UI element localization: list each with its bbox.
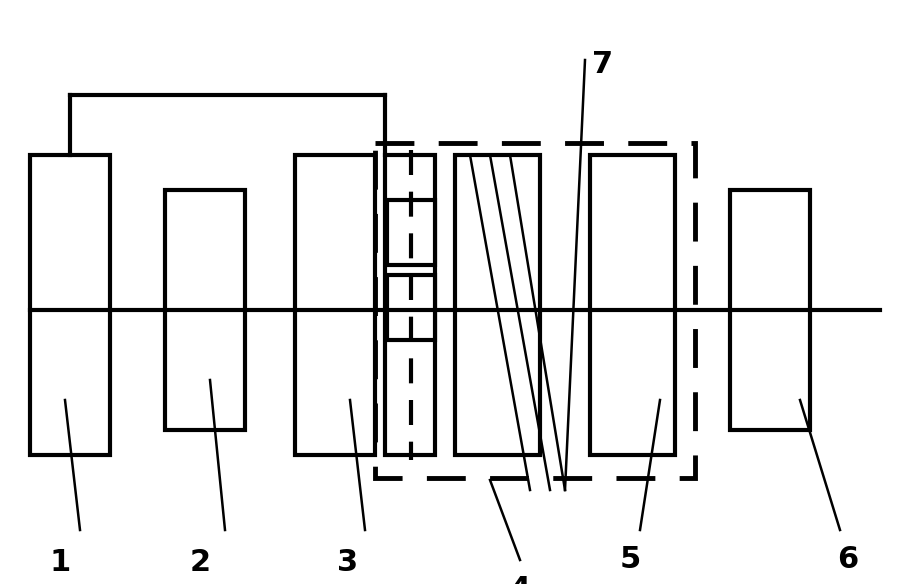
Bar	[385, 155, 435, 455]
Bar	[455, 155, 540, 455]
Bar	[387, 200, 435, 265]
Text: 5: 5	[620, 545, 641, 574]
Bar	[165, 190, 245, 430]
Bar	[387, 275, 435, 340]
Bar	[295, 155, 375, 455]
Bar	[375, 143, 695, 478]
Text: 4: 4	[510, 575, 531, 584]
Text: 3: 3	[338, 548, 359, 577]
Bar	[590, 155, 675, 455]
Text: 2: 2	[189, 548, 210, 577]
Text: 1: 1	[49, 548, 71, 577]
Text: 6: 6	[837, 545, 859, 574]
Bar	[730, 190, 810, 430]
Bar	[30, 155, 110, 455]
Text: 7: 7	[592, 50, 613, 79]
